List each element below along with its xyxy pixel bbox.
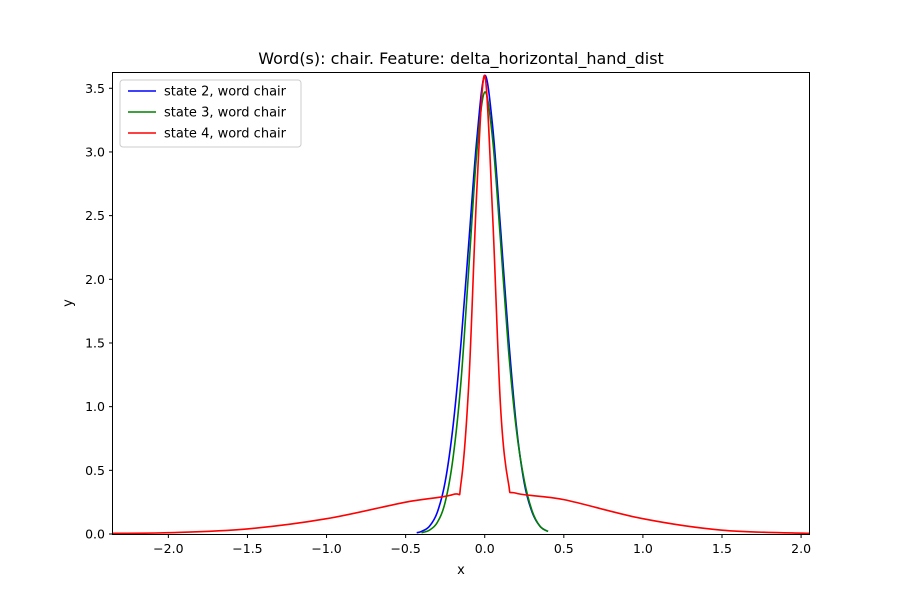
x-axis-label: x — [457, 563, 465, 578]
series-line-2 — [421, 91, 549, 534]
y-tick-label: 3.5 — [85, 81, 105, 96]
y-axis-label: y — [61, 299, 76, 307]
chart-title: Word(s): chair. Feature: delta_horizonta… — [258, 49, 664, 69]
legend: state 2, word chair state 3, word chair st… — [119, 79, 302, 148]
x-tick-label: −1.5 — [232, 541, 262, 556]
y-tick-label: 0.0 — [85, 527, 105, 542]
series-layer — [113, 74, 809, 534]
x-tick-label: 2.0 — [791, 541, 811, 556]
y-tick-label: 2.5 — [85, 208, 105, 223]
y-tick-label: 1.0 — [85, 399, 105, 414]
y-axis: 0.0 0.5 1.0 1.5 2.0 2.5 3.0 3.5 — [85, 81, 113, 542]
x-tick-label: 1.5 — [712, 541, 732, 556]
y-tick-label: 2.0 — [85, 272, 105, 287]
series-line-3 — [113, 74, 809, 534]
y-tick-label: 3.0 — [85, 144, 105, 159]
x-tick-label: −2.0 — [153, 541, 183, 556]
y-tick-label: 1.5 — [85, 335, 105, 350]
x-axis: −2.0 −1.5 −1.0 −0.5 0.0 0.5 1.0 1.5 2.0 — [153, 534, 811, 556]
x-tick-label: 0.0 — [475, 541, 495, 556]
x-tick-label: 0.5 — [554, 541, 574, 556]
legend-label-1: state 2, word chair — [164, 85, 287, 100]
y-tick-label: 0.5 — [85, 463, 105, 478]
legend-label-2: state 3, word chair — [164, 106, 287, 121]
x-tick-label: −1.0 — [311, 541, 341, 556]
legend-label-3: state 4, word chair — [164, 127, 287, 142]
legend-box — [119, 79, 302, 148]
plot-frame — [112, 72, 810, 535]
x-tick-label: −0.5 — [390, 541, 420, 556]
x-tick-label: 1.0 — [633, 541, 653, 556]
